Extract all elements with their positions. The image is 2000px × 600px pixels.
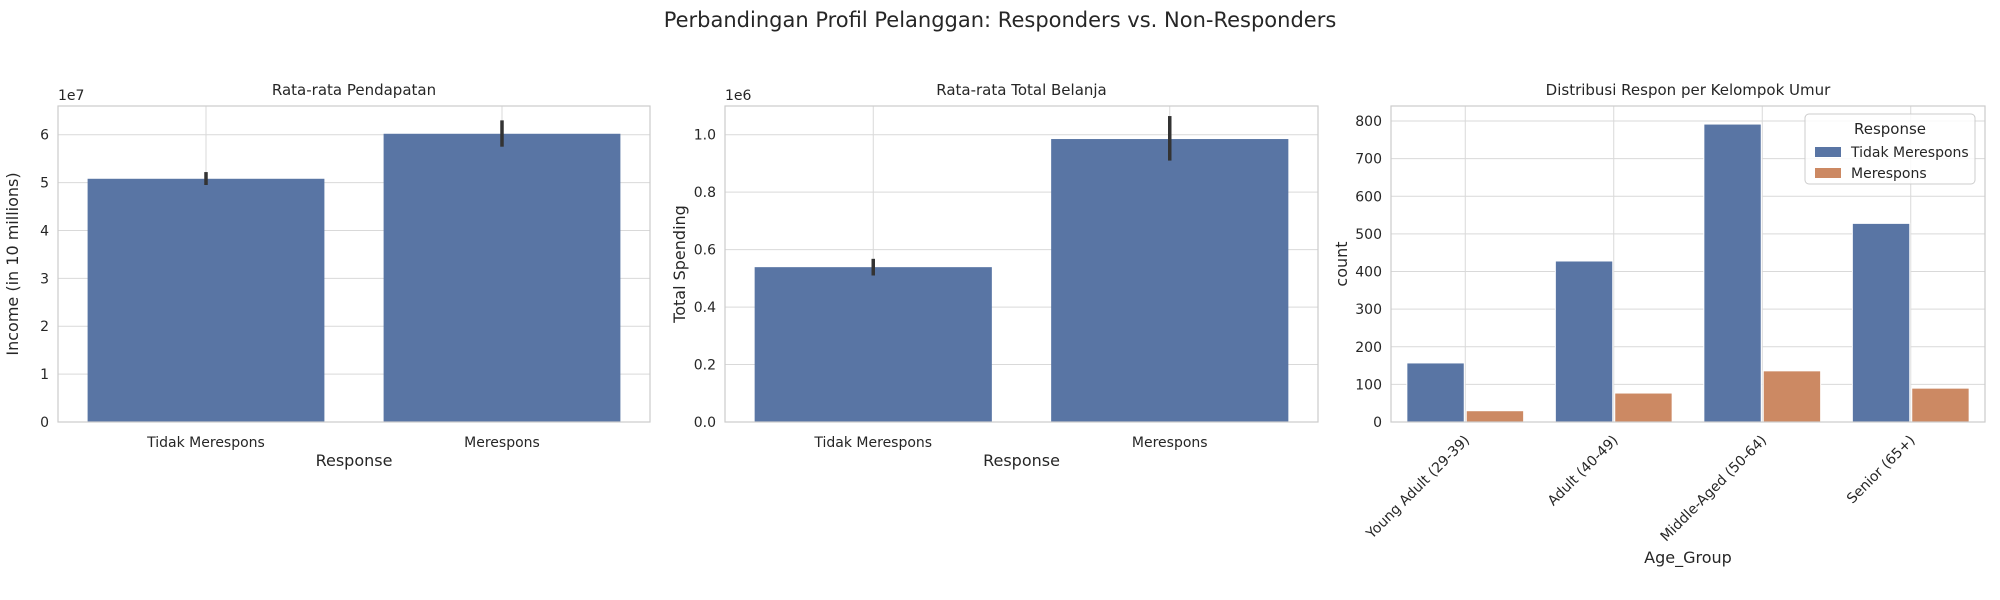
bar bbox=[1406, 362, 1465, 423]
legend-box bbox=[1804, 113, 1976, 185]
y-tick-label: 100 bbox=[1355, 377, 1382, 393]
bar bbox=[1703, 123, 1762, 423]
y-axis-label: Total Spending bbox=[670, 205, 689, 324]
bar bbox=[1911, 387, 1970, 423]
x-tick-label: Adult (40-49) bbox=[1545, 433, 1622, 510]
y-tick-label: 0.0 bbox=[694, 415, 716, 431]
legend-label: Tidak Merespons bbox=[1850, 145, 1969, 161]
bar bbox=[754, 267, 992, 422]
y-tick-label: 5 bbox=[40, 176, 49, 192]
y-tick-label: 0.6 bbox=[694, 243, 716, 259]
y-tick-label: 0.4 bbox=[694, 300, 716, 316]
y-tick-label: 0.2 bbox=[694, 358, 716, 374]
y-offset-label: 1e6 bbox=[725, 88, 752, 104]
y-tick-label: 0 bbox=[1373, 415, 1382, 431]
y-tick-label: 6 bbox=[40, 128, 49, 144]
y-tick-label: 500 bbox=[1355, 227, 1382, 243]
y-tick-label: 1 bbox=[40, 367, 49, 383]
bar bbox=[1465, 410, 1525, 423]
y-tick-label: 3 bbox=[40, 271, 49, 287]
bar bbox=[1051, 139, 1289, 422]
axes-title: Rata-rata Total Belanja bbox=[936, 81, 1107, 99]
legend-swatch bbox=[1815, 147, 1841, 157]
axes-title: Rata-rata Pendapatan bbox=[272, 81, 436, 99]
x-tick-label: Middle-Aged (50-64) bbox=[1658, 433, 1770, 545]
x-tick-label: Merespons bbox=[464, 435, 540, 451]
y-tick-label: 300 bbox=[1355, 302, 1382, 318]
bar bbox=[87, 178, 325, 422]
y-axis-label: count bbox=[1332, 241, 1351, 286]
x-tick-label: Tidak Merespons bbox=[813, 435, 932, 451]
x-tick-label: Merespons bbox=[1132, 435, 1208, 451]
y-tick-label: 200 bbox=[1355, 340, 1382, 356]
legend-swatch bbox=[1815, 168, 1841, 178]
y-offset-label: 1e7 bbox=[58, 88, 84, 104]
x-tick-label: Senior (65+) bbox=[1844, 433, 1919, 508]
y-axis-label: Income (in 10 millions) bbox=[3, 172, 22, 355]
axes-frame bbox=[57, 105, 651, 423]
axes-title: Distribusi Respon per Kelompok Umur bbox=[1546, 81, 1832, 99]
y-tick-label: 400 bbox=[1355, 265, 1382, 281]
x-axis-label: Response bbox=[983, 451, 1060, 470]
y-tick-label: 2 bbox=[40, 319, 49, 335]
bar bbox=[383, 133, 621, 422]
bar bbox=[1614, 392, 1673, 423]
bar bbox=[1851, 222, 1911, 423]
y-tick-label: 0 bbox=[40, 415, 49, 431]
y-tick-label: 4 bbox=[40, 223, 49, 239]
y-tick-label: 1.0 bbox=[694, 128, 716, 144]
y-tick-label: 800 bbox=[1355, 114, 1382, 130]
x-axis-label: Response bbox=[316, 451, 393, 470]
figure-title: Perbandingan Profil Pelanggan: Responder… bbox=[663, 8, 1337, 32]
x-tick-label: Young Adult (29-39) bbox=[1363, 433, 1473, 543]
bar bbox=[1554, 260, 1614, 423]
axes-frame bbox=[1390, 105, 1986, 423]
legend-title: Response bbox=[1854, 120, 1926, 138]
y-tick-label: 600 bbox=[1355, 189, 1382, 205]
legend-label: Merespons bbox=[1851, 166, 1927, 182]
x-tick-label: Tidak Merespons bbox=[146, 435, 265, 451]
bar bbox=[1762, 370, 1822, 423]
y-tick-label: 700 bbox=[1355, 152, 1382, 168]
x-axis-label: Age_Group bbox=[1644, 548, 1732, 568]
y-tick-label: 0.8 bbox=[694, 185, 716, 201]
axes-frame bbox=[724, 105, 1319, 423]
